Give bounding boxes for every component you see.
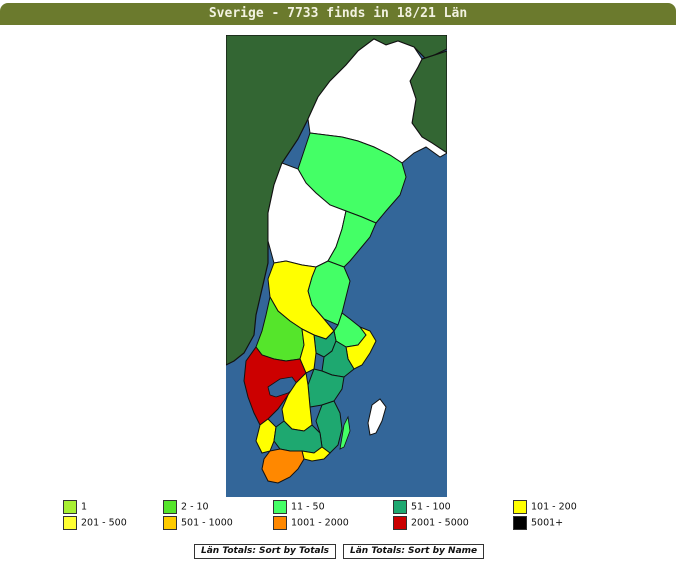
legend-item: 201 - 500: [63, 516, 127, 530]
legend-swatch: [273, 500, 287, 514]
legend-item: 11 - 50: [273, 500, 325, 514]
sort-by-name-button[interactable]: Län Totals: Sort by Name: [343, 544, 485, 559]
legend: 1 2 - 10 11 - 50 51 - 100 101 - 200 201 - 500…: [63, 500, 663, 536]
legend-swatch: [63, 500, 77, 514]
legend-item: 51 - 100: [393, 500, 451, 514]
legend-item: 2001 - 5000: [393, 516, 469, 530]
legend-label: 1: [81, 501, 88, 513]
region-blekinge: [301, 446, 331, 462]
legend-item: 1001 - 2000: [273, 516, 349, 530]
region-orebro: [299, 328, 317, 374]
legend-label: 11 - 50: [291, 501, 325, 513]
legend-label: 201 - 500: [81, 517, 127, 529]
region-skane: [261, 448, 305, 484]
legend-swatch: [273, 516, 287, 530]
region-kalmar: [315, 400, 343, 454]
legend-swatch: [393, 516, 407, 530]
legend-item: 5001+: [513, 516, 563, 530]
legend-swatch: [63, 516, 77, 530]
region-gotland: [367, 398, 387, 436]
legend-swatch: [393, 500, 407, 514]
legend-label: 5001+: [531, 517, 564, 529]
legend-item: 2 - 10: [163, 500, 209, 514]
sweden-map: [226, 35, 447, 497]
legend-label: 101 - 200: [531, 501, 577, 513]
legend-swatch: [513, 516, 527, 530]
region-halland: [255, 418, 277, 454]
legend-label: 51 - 100: [411, 501, 451, 513]
legend-label: 2001 - 5000: [411, 517, 469, 529]
legend-swatch: [163, 500, 177, 514]
legend-label: 1001 - 2000: [291, 517, 349, 529]
legend-label: 501 - 1000: [181, 517, 233, 529]
region-vasternorrland: [327, 210, 377, 268]
legend-item: 1: [63, 500, 87, 514]
legend-swatch: [163, 516, 177, 530]
legend-swatch: [513, 500, 527, 514]
region-oland: [339, 415, 351, 450]
legend-item: 101 - 200: [513, 500, 577, 514]
legend-label: 2 - 10: [181, 501, 209, 513]
page-title: Sverige - 7733 finds in 18/21 Län: [0, 3, 676, 25]
sort-by-totals-button[interactable]: Län Totals: Sort by Totals: [194, 544, 337, 559]
legend-item: 501 - 1000: [163, 516, 233, 530]
